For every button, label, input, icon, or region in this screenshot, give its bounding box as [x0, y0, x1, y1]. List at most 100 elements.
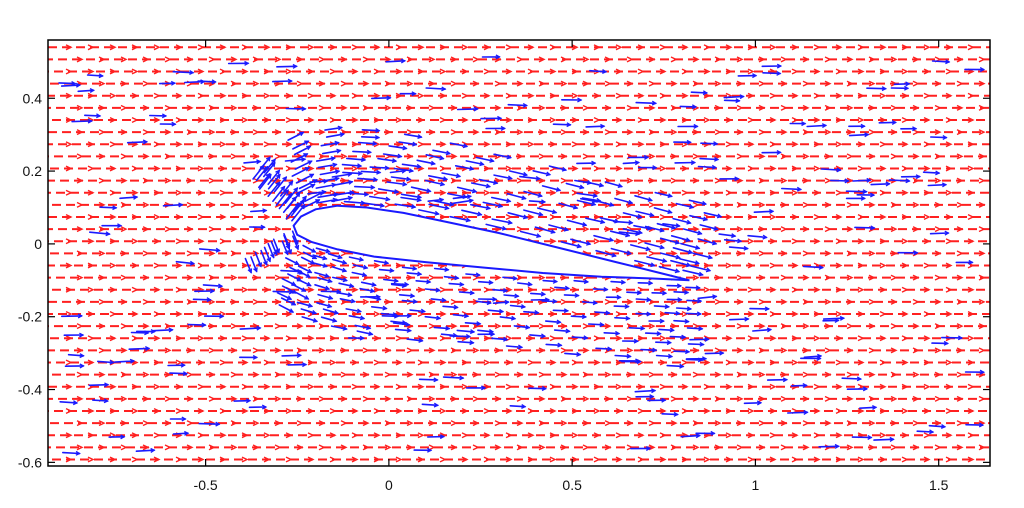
flow-vector	[71, 120, 93, 123]
freestream-arrowhead	[384, 347, 392, 354]
flow-arrowhead	[608, 237, 615, 243]
freestream-arrowhead	[835, 238, 843, 245]
flow-vector	[292, 195, 307, 213]
flow-vector	[499, 316, 516, 320]
flow-arrowhead	[261, 404, 268, 410]
flow-arrowhead	[455, 173, 462, 179]
freestream-arrowhead	[725, 407, 733, 415]
freestream-arrowhead	[307, 286, 315, 293]
freestream-arrowhead	[186, 56, 194, 63]
flow-arrowhead	[79, 332, 85, 338]
flow-arrowhead	[416, 163, 422, 169]
freestream-arrowhead	[230, 347, 238, 354]
flow-vector	[370, 305, 388, 310]
freestream-arrowhead	[428, 395, 436, 402]
freestream-arrowhead	[769, 432, 777, 439]
freestream-arrowhead	[659, 310, 667, 318]
freestream-arrowhead	[439, 44, 447, 51]
flow-vector	[321, 149, 342, 155]
flow-vector	[381, 314, 399, 318]
flow-arrowhead	[541, 386, 547, 392]
freestream-arrowhead	[604, 323, 612, 330]
flow-vector	[433, 326, 450, 330]
freestream-arrowhead	[318, 250, 326, 257]
freestream-arrowhead	[142, 298, 150, 305]
freestream-arrowhead	[318, 201, 326, 208]
freestream-arrowhead	[593, 407, 601, 415]
freestream-arrowhead	[967, 383, 975, 390]
flow-arrowhead	[968, 259, 974, 265]
freestream-arrowhead	[263, 238, 271, 245]
flow-arrowhead	[684, 318, 690, 324]
flow-arrowhead	[304, 140, 310, 145]
flow-arrowhead	[707, 254, 714, 260]
flow-arrowhead	[171, 121, 177, 127]
freestream-arrowhead	[934, 104, 942, 111]
freestream-arrowhead	[802, 298, 810, 305]
flow-vector	[566, 219, 587, 226]
freestream-arrowhead	[362, 80, 370, 87]
freestream-arrowhead	[450, 444, 458, 451]
flow-arrowhead	[651, 100, 658, 106]
flow-vector	[723, 239, 742, 242]
freestream-arrowhead	[945, 189, 953, 196]
freestream-arrowhead	[923, 286, 931, 293]
flow-vector	[290, 199, 305, 217]
flow-arrowhead	[862, 189, 868, 195]
freestream-arrowhead	[780, 250, 788, 257]
flow-arrowhead	[385, 196, 391, 202]
flow-arrowhead	[307, 303, 314, 308]
freestream-arrowhead	[978, 298, 986, 305]
freestream-arrowhead	[197, 310, 205, 318]
flow-arrowhead	[689, 204, 695, 210]
freestream-arrowhead	[285, 141, 293, 148]
flow-arrowhead	[679, 363, 685, 369]
flow-arrowhead	[75, 82, 82, 88]
freestream-arrowhead	[175, 383, 183, 390]
flow-arrowhead	[498, 308, 505, 314]
flow-arrowhead	[551, 209, 558, 215]
flow-arrowhead	[363, 264, 369, 270]
freestream-arrowhead	[868, 56, 876, 63]
flow-arrowhead	[862, 386, 869, 392]
freestream-arrowhead	[230, 129, 238, 136]
freestream-arrowhead	[505, 456, 513, 463]
flow-arrowhead	[582, 222, 588, 227]
flow-vector	[841, 377, 862, 380]
flow-vector	[352, 264, 368, 269]
flow-vector	[433, 267, 450, 271]
flow-vector	[508, 170, 528, 176]
freestream-arrowhead	[890, 444, 898, 451]
flow-vector	[446, 192, 468, 198]
freestream-arrowhead	[483, 383, 491, 390]
freestream-arrowhead	[736, 80, 744, 87]
freestream-arrowhead	[890, 395, 898, 402]
freestream-arrowhead	[593, 116, 601, 124]
freestream-arrowhead	[648, 420, 656, 427]
freestream-arrowhead	[87, 407, 95, 415]
flow-vector	[452, 195, 472, 200]
flow-vector	[751, 328, 772, 332]
freestream-arrowhead	[549, 68, 557, 75]
flow-arrowhead	[416, 271, 423, 277]
flow-arrowhead	[402, 145, 408, 151]
freestream-arrowhead	[659, 92, 667, 99]
freestream-arrowhead	[758, 298, 766, 305]
freestream-arrowhead	[219, 407, 227, 415]
freestream-arrowhead	[516, 177, 524, 184]
freestream-arrowhead	[978, 323, 986, 330]
y-tick-label: -0.4	[18, 382, 42, 398]
flow-arrowhead	[445, 150, 452, 156]
freestream-arrowhead	[263, 213, 271, 221]
flow-arrowhead	[302, 362, 308, 368]
freestream-arrowhead	[692, 226, 700, 233]
freestream-arrowhead	[197, 68, 205, 75]
freestream-arrowhead	[835, 44, 843, 51]
flow-vector	[294, 160, 313, 170]
freestream-arrowhead	[824, 323, 832, 330]
flow-vector	[487, 309, 504, 313]
flow-vector	[401, 299, 418, 303]
freestream-arrowhead	[637, 407, 645, 415]
flow-vector	[202, 284, 223, 288]
freestream-arrowhead	[263, 44, 271, 51]
